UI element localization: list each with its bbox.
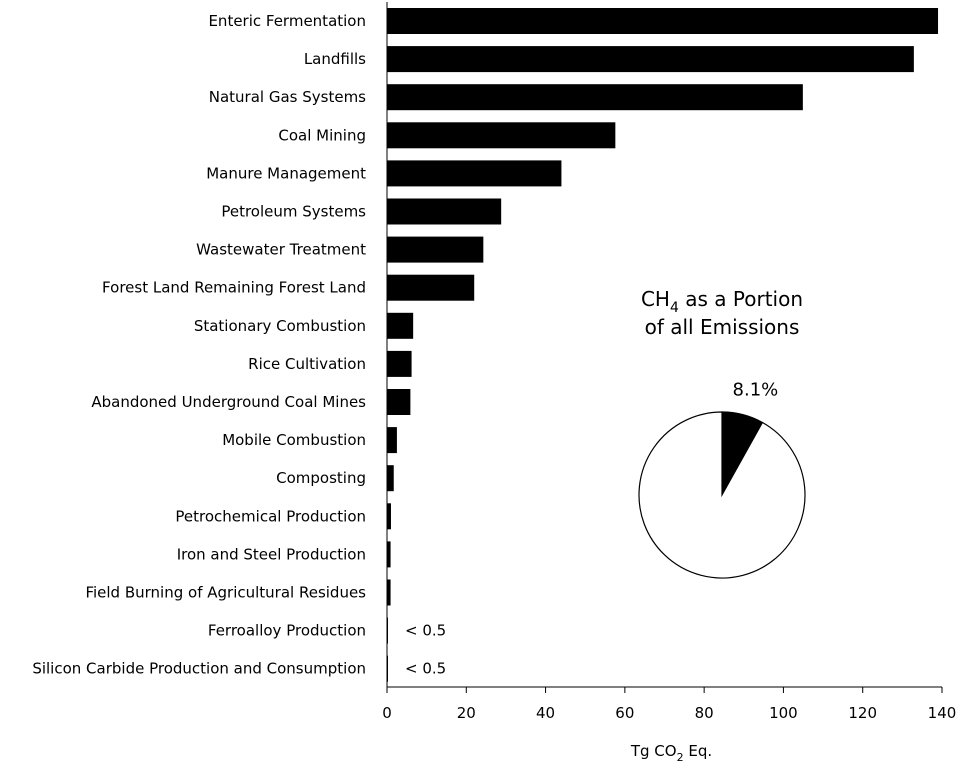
category-label-manure-management: Manure Management — [206, 164, 366, 182]
category-label-iron-and-steel-production: Iron and Steel Production — [177, 545, 366, 563]
bar-rice-cultivation — [387, 350, 412, 377]
category-label-petrochemical-production: Petrochemical Production — [175, 507, 366, 525]
bar-chart: Enteric Fermentation Landfills Natural Gas… — [32, 2, 956, 764]
category-label-stationary-combustion: Stationary Combustion — [194, 317, 366, 335]
x-tick-label-20: 20 — [457, 704, 476, 722]
bar-coal-mining — [387, 122, 616, 149]
category-label-silicon-carbide-production-and-consumption: Silicon Carbide Production and Consumpti… — [32, 660, 366, 678]
category-label-landfills: Landfills — [304, 50, 366, 68]
bar-mobile-combustion — [387, 427, 397, 454]
bar-petrochemical-production — [387, 503, 391, 530]
category-label-mobile-combustion: Mobile Combustion — [222, 431, 366, 449]
bar-forest-land-remaining-forest-land — [387, 274, 475, 301]
bar-petroleum-systems — [387, 198, 502, 225]
bar-field-burning-of-agricultural-residues — [387, 579, 391, 606]
x-tick-label-40: 40 — [536, 704, 555, 722]
category-label-ferroalloy-production: Ferroalloy Production — [208, 622, 366, 640]
pie-title-subscript: 4 — [670, 300, 679, 316]
x-axis-title-subscript: 2 — [677, 751, 684, 764]
pie-labels: 8.1% — [733, 379, 779, 400]
bar-iron-and-steel-production — [387, 541, 391, 568]
bar-stationary-combustion — [387, 312, 414, 339]
x-axis-title: Tg CO2 Eq. — [630, 742, 712, 764]
bar-landfills — [387, 46, 914, 73]
x-tick-label-0: 0 — [382, 704, 392, 722]
category-label-forest-land-remaining-forest-land: Forest Land Remaining Forest Land — [102, 279, 366, 297]
category-labels: Enteric Fermentation Landfills Natural Gas… — [32, 12, 366, 678]
bar-natural-gas-systems — [387, 84, 803, 111]
value-label-silicon-carbide-production-and-consumption: < 0.5 — [405, 660, 446, 678]
x-tick-label-140: 140 — [928, 704, 957, 722]
category-label-abandoned-underground-coal-mines: Abandoned Underground Coal Mines — [91, 393, 366, 411]
pie-chart: CH4 as a Portion of all Emissions 8.1% — [638, 287, 806, 579]
pie-title-line2: of all Emissions — [645, 315, 800, 339]
bar-abandoned-underground-coal-mines — [387, 389, 411, 415]
value-labels: < 0.5 < 0.5 — [405, 622, 446, 678]
category-label-composting: Composting — [276, 469, 366, 487]
category-label-rice-cultivation: Rice Cultivation — [248, 355, 366, 373]
category-label-natural-gas-systems: Natural Gas Systems — [209, 88, 366, 106]
bars-group — [387, 8, 939, 682]
category-label-wastewater-treatment: Wastewater Treatment — [196, 241, 366, 259]
bar-wastewater-treatment — [387, 236, 484, 263]
pie-slice-1 — [638, 411, 806, 579]
category-label-coal-mining: Coal Mining — [278, 126, 366, 144]
pie-title-line1: CH4 as a Portion — [641, 287, 803, 316]
x-tick-label-100: 100 — [769, 704, 798, 722]
x-tick-label-60: 60 — [615, 704, 634, 722]
pie-slice-label-0: 8.1% — [733, 379, 779, 400]
bar-enteric-fermentation — [387, 8, 939, 34]
pie-slices — [638, 411, 806, 579]
x-tick-label-80: 80 — [695, 704, 714, 722]
x-tick-label-120: 120 — [848, 704, 877, 722]
category-label-field-burning-of-agricultural-residues: Field Burning of Agricultural Residues — [85, 584, 366, 602]
x-ticks: 0 20 40 60 80 100 120 140 — [382, 687, 956, 722]
bar-manure-management — [387, 160, 562, 187]
category-label-petroleum-systems: Petroleum Systems — [221, 203, 366, 221]
category-label-enteric-fermentation: Enteric Fermentation — [208, 12, 366, 30]
bar-composting — [387, 465, 394, 492]
value-label-ferroalloy-production: < 0.5 — [405, 622, 446, 640]
